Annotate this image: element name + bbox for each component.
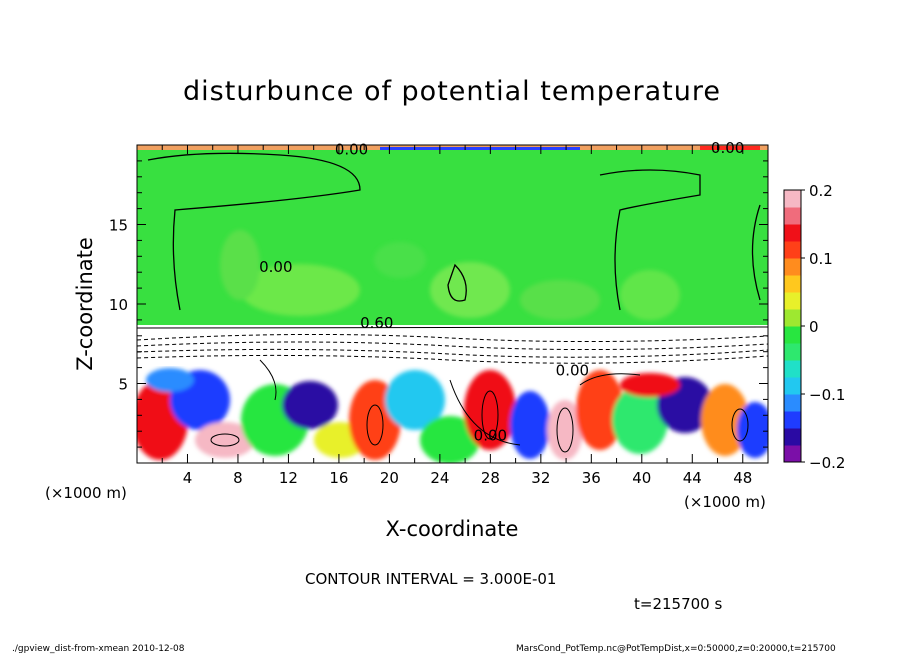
- colorbar-label: 0: [809, 318, 819, 336]
- x-axis: 4 8 12 16 20 24 28 32 36 40 44 48: [161, 145, 769, 487]
- footer-right: MarsCond_PotTemp.nc@PotTempDist,x=0:5000…: [516, 644, 836, 654]
- contour-labels: 0.00 0.00 0.00 0.60 0.00 0.00: [259, 139, 744, 445]
- contour-label: 0.00: [711, 139, 744, 157]
- x-tick-label: 12: [279, 469, 298, 487]
- y-axis: 5 10 15: [109, 160, 768, 448]
- colorbar-swatch: [784, 190, 801, 208]
- x-tick-label: 28: [481, 469, 500, 487]
- contour-label: 0.00: [556, 362, 589, 380]
- contour-label: 0.60: [360, 314, 393, 332]
- colorbar-swatch: [784, 445, 801, 463]
- lower-layer-cells: [137, 368, 768, 463]
- y-unit-note: (×1000 m): [45, 484, 127, 502]
- time-text: t=215700 s: [634, 595, 722, 613]
- colorbar-swatch: [784, 241, 801, 259]
- contour-interval-text: CONTOUR INTERVAL = 3.000E-01: [305, 570, 556, 588]
- colorbar-swatch: [784, 377, 801, 395]
- colorbar-swatch: [784, 360, 801, 378]
- x-tick-label: 44: [683, 469, 702, 487]
- colorbar-swatch: [784, 343, 801, 361]
- colorbar-swatch: [784, 275, 801, 293]
- upper-layer-patches: [220, 230, 680, 320]
- contour-label: 0.00: [259, 258, 292, 276]
- inversion-contours: [137, 326, 768, 364]
- colorbar-swatch: [784, 326, 801, 344]
- x-axis-title: X-coordinate: [386, 517, 519, 541]
- x-tick-label: 8: [233, 469, 243, 487]
- x-tick-label: 16: [329, 469, 348, 487]
- x-tick-label: 40: [632, 469, 651, 487]
- colorbar: 0.2 0.1 0 −0.1 −0.2: [783, 182, 845, 472]
- chart-title: disturbunce of potential temperature: [183, 76, 721, 107]
- contour-label: 0.00: [474, 427, 507, 445]
- colorbar-label: −0.2: [809, 454, 845, 472]
- colorbar-label: 0.1: [809, 250, 833, 268]
- colorbar-label: 0.2: [809, 182, 833, 200]
- colorbar-swatch: [784, 224, 801, 242]
- x-tick-label: 4: [183, 469, 193, 487]
- colorbar-swatch: [784, 207, 801, 225]
- colorbar-swatch: [784, 411, 801, 429]
- y-axis-title: Z-coordinate: [73, 237, 97, 371]
- upper-contours: [147, 152, 761, 311]
- x-tick-label: 24: [430, 469, 449, 487]
- lower-contours: [210, 359, 749, 453]
- contour-label: 0.00: [335, 141, 368, 159]
- plot-area: [137, 145, 768, 463]
- x-tick-label: 36: [582, 469, 601, 487]
- x-unit-note: (×1000 m): [684, 493, 766, 511]
- x-tick-label: 32: [531, 469, 550, 487]
- colorbar-swatch: [784, 394, 801, 412]
- colorbar-label: −0.1: [809, 386, 845, 404]
- x-tick-label: 48: [733, 469, 752, 487]
- footer-left: ./gpview_dist-from-xmean 2010-12-08: [12, 644, 185, 654]
- colorbar-swatch: [784, 309, 801, 327]
- colorbar-swatch: [784, 258, 801, 276]
- colorbar-swatch: [784, 292, 801, 310]
- y-tick-label: 15: [109, 217, 128, 235]
- colorbar-swatch: [784, 428, 801, 446]
- y-tick-label: 5: [118, 376, 128, 394]
- y-tick-label: 10: [109, 296, 128, 314]
- x-tick-label: 20: [380, 469, 399, 487]
